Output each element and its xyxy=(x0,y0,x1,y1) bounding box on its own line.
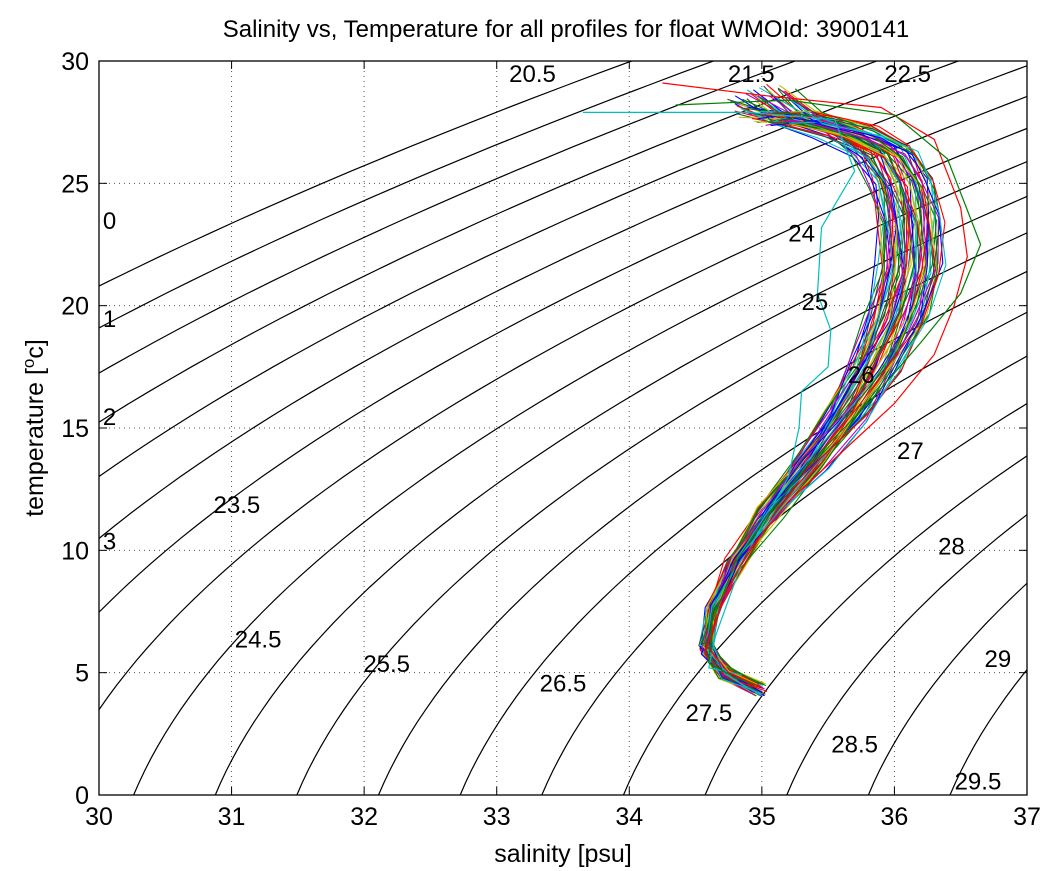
y-axis-label: temperature [oc] xyxy=(19,339,49,517)
x-tick-label: 34 xyxy=(615,803,643,831)
density-contour-label: 25.5 xyxy=(363,651,410,678)
density-contour-label: 27 xyxy=(897,438,924,465)
density-contour-line xyxy=(99,65,1027,540)
density-contour-label: 28.5 xyxy=(831,732,878,759)
density-contour-label: 3 xyxy=(103,529,116,556)
density-contour-line xyxy=(132,161,1027,795)
density-contour-line xyxy=(622,402,1027,795)
density-contour-line xyxy=(296,232,1027,795)
density-contour-line xyxy=(99,127,1027,711)
x-tick-label: 37 xyxy=(1013,803,1041,831)
profile-line xyxy=(704,114,946,692)
profiles xyxy=(582,82,982,697)
profile-line xyxy=(675,99,982,686)
x-tick-label: 36 xyxy=(881,803,909,831)
y-axis-label-main: temperature [ xyxy=(21,368,49,517)
density-contour-line xyxy=(99,61,797,374)
density-contour-line xyxy=(99,61,960,478)
density-contour-labels: 20.5 21.5 22.5 0 24 25 1 26 2 27 23.5 3 28 24.5 29 25.5… xyxy=(103,61,1011,795)
density-contour-label: 29.5 xyxy=(955,768,1002,795)
density-contour-line xyxy=(99,61,634,287)
y-tick-label: 10 xyxy=(61,537,89,565)
density-contour-label: 2 xyxy=(103,404,116,431)
x-tick-label: 30 xyxy=(85,803,113,831)
density-contour-line xyxy=(99,61,879,423)
density-contour-line xyxy=(459,311,1027,795)
y-tick-label: 15 xyxy=(61,415,89,443)
density-contour-line xyxy=(214,195,1027,795)
density-contour-label: 0 xyxy=(103,208,116,235)
density-contour-line xyxy=(867,582,1027,795)
x-tick-label: 33 xyxy=(483,803,511,831)
profile-line xyxy=(699,104,885,694)
density-contour-line xyxy=(377,270,1027,795)
density-contour-line xyxy=(949,668,1027,795)
y-axis-label-end: c] xyxy=(21,339,49,358)
y-tick-label: 20 xyxy=(61,293,89,321)
density-contour-label: 26 xyxy=(848,362,875,389)
density-contour-label: 24.5 xyxy=(235,626,282,653)
y-axis-label-sup: o xyxy=(19,359,38,368)
density-contour-label: 28 xyxy=(938,533,965,560)
density-contour-label: 21.5 xyxy=(728,61,775,88)
y-tick-label: 5 xyxy=(75,660,89,688)
x-tick-label: 35 xyxy=(748,803,776,831)
density-contour-label: 20.5 xyxy=(509,61,556,88)
profile-line xyxy=(662,82,968,688)
density-contour-label: 27.5 xyxy=(685,700,732,727)
x-tick-label: 31 xyxy=(218,803,246,831)
density-contour-label: 26.5 xyxy=(540,670,587,697)
density-contour-label: 29 xyxy=(984,646,1011,673)
density-contour-label: 25 xyxy=(802,289,829,316)
y-tick-label: 25 xyxy=(61,170,89,198)
profile-line xyxy=(704,100,898,697)
y-tick-label: 30 xyxy=(61,48,89,76)
profile-line xyxy=(582,111,856,676)
density-contour-line xyxy=(704,455,1027,795)
density-contour-label: 1 xyxy=(103,306,116,333)
density-contour-label: 23.5 xyxy=(214,492,261,519)
density-contour-label: 22.5 xyxy=(884,61,931,88)
density-contour-line xyxy=(786,513,1027,795)
x-tick-label: 32 xyxy=(350,803,378,831)
chart-title: Salinity vs, Temperature for all profile… xyxy=(223,16,910,43)
density-contour-line xyxy=(541,355,1027,795)
profile-line xyxy=(702,89,917,692)
density-contour-label: 24 xyxy=(788,220,815,247)
y-tick-label: 0 xyxy=(75,782,89,810)
density-contour-line xyxy=(99,61,716,329)
x-axis-label: salinity [psu] xyxy=(494,840,632,868)
